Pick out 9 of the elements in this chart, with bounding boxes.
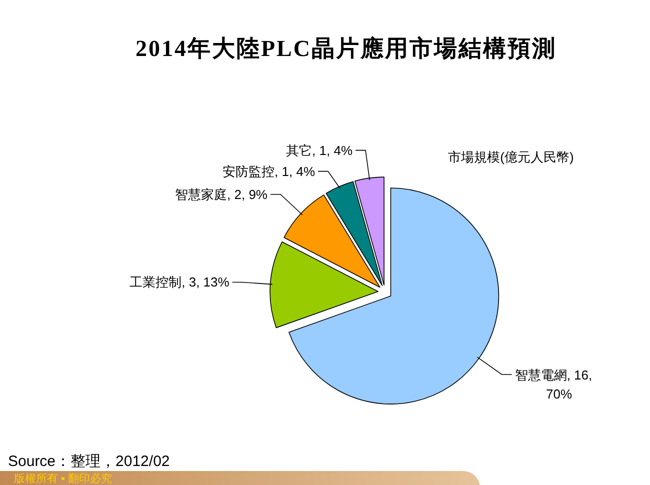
slice-label: 其它, 1, 4% [286,142,353,158]
text: 版權所有 ▪ 翻印必究 [14,472,112,485]
slice-label: 智慧家庭, 2, 9% [175,186,268,202]
source-note: Source：整理，2012/02 [8,453,170,470]
slice-label: 工業控制, 3, 13% [130,274,230,290]
chart-subtitle: 市場規模(億元人民幣) [448,150,574,164]
chart-title: 2014年大陸PLC晶片應用市場結構預測 [136,35,556,61]
slice-label: 智慧電網, 16, 70% [514,366,592,401]
slice-label: 安防監控, 1, 4% [222,164,316,179]
